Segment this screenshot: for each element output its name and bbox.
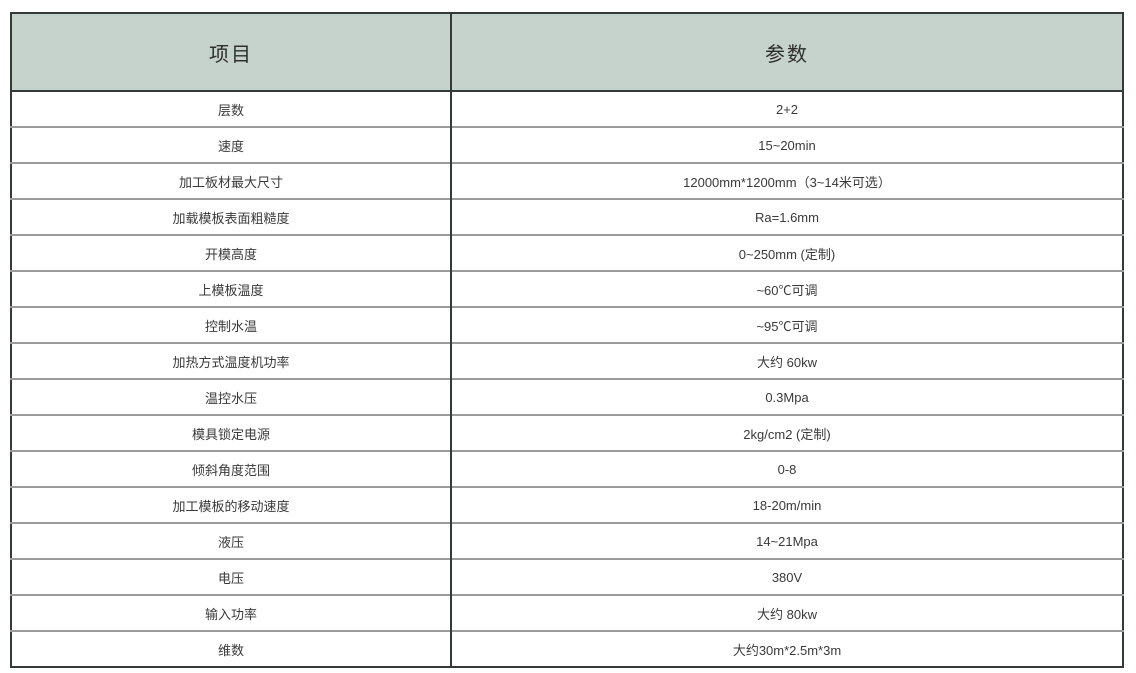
table-row: 电压 380V	[11, 558, 1123, 595]
table-row: 温控水压 0.3Mpa	[11, 378, 1123, 415]
column-header-item: 项目	[11, 13, 452, 92]
spec-item-cell: 加工板材最大尺寸	[11, 162, 452, 199]
spec-item-cell: 速度	[11, 126, 452, 163]
spec-value-cell: 15~20min	[451, 126, 1123, 163]
spec-value-cell: 0.3Mpa	[451, 378, 1123, 415]
table-row: 输入功率 大约 80kw	[11, 594, 1123, 631]
spec-value-cell: 2kg/cm2 (定制)	[451, 414, 1123, 451]
spec-value-cell: 2+2	[775, 101, 799, 117]
spec-item-cell: 层数	[11, 91, 452, 127]
table-row: 维数 大约30m*2.5m*3m	[11, 630, 1123, 667]
spec-value-cell: Ra=1.6mm	[451, 198, 1123, 235]
spec-table: 项目 参数 层数 2+2 速度 15~20min 加工板材最大尺寸 12000m…	[10, 12, 1124, 668]
spec-item-cell: 上模板温度	[11, 270, 452, 307]
spec-value-cell: 14~21Mpa	[451, 522, 1123, 559]
spec-value-cell: 12000mm*1200mm（3~14米可选）	[451, 162, 1123, 199]
spec-item-cell: 倾斜角度范围	[11, 450, 452, 487]
spec-item-cell: 加热方式温度机功率	[11, 342, 452, 379]
spec-item-cell: 模具锁定电源	[11, 414, 452, 451]
table-row: 加工模板的移动速度 18-20m/min	[11, 486, 1123, 523]
spec-item-cell: 电压	[11, 558, 452, 595]
spec-value-cell: 大约 80kw	[451, 594, 1123, 631]
spec-item-cell: 液压	[11, 522, 452, 559]
table-row: 模具锁定电源 2kg/cm2 (定制)	[11, 414, 1123, 451]
header-row: 项目 参数	[11, 13, 1123, 92]
table-row: 开模高度 0~250mm (定制)	[11, 234, 1123, 271]
column-header-value: 参数	[451, 13, 1123, 92]
table-row: 加工板材最大尺寸 12000mm*1200mm（3~14米可选）	[11, 162, 1123, 199]
spec-value-cell: 大约 60kw	[451, 342, 1123, 379]
table-row: 液压 14~21Mpa	[11, 522, 1123, 559]
table-row: 加热方式温度机功率 大约 60kw	[11, 342, 1123, 379]
spec-item-cell: 加载模板表面粗糙度	[11, 198, 452, 235]
table-row: 层数 2+2	[11, 91, 1123, 127]
table-row: 速度 15~20min	[11, 126, 1123, 163]
spec-item-cell: 温控水压	[11, 378, 452, 415]
table-row: 上模板温度 ~60℃可调	[11, 270, 1123, 307]
table-row: 倾斜角度范围 0-8	[11, 450, 1123, 487]
spec-value-cell: 18-20m/min	[451, 486, 1123, 523]
spec-item-cell: 控制水温	[11, 306, 452, 343]
spec-item-cell: 输入功率	[11, 594, 452, 631]
table-row: 加载模板表面粗糙度 Ra=1.6mm	[11, 198, 1123, 235]
spec-value-cell: ~95℃可调	[451, 306, 1123, 343]
spec-value-cell: 380V	[451, 558, 1123, 595]
spec-value-cell: 0-8	[451, 450, 1123, 487]
table-row: 控制水温 ~95℃可调	[11, 306, 1123, 343]
spec-value-cell: ~60℃可调	[451, 270, 1123, 307]
spec-value-cell: 0~250mm (定制)	[451, 234, 1123, 271]
spec-item-cell: 开模高度	[11, 234, 452, 271]
spec-item-cell: 加工模板的移动速度	[11, 486, 452, 523]
spec-item-cell: 维数	[11, 630, 452, 667]
spec-value-cell: 大约30m*2.5m*3m	[451, 630, 1123, 667]
